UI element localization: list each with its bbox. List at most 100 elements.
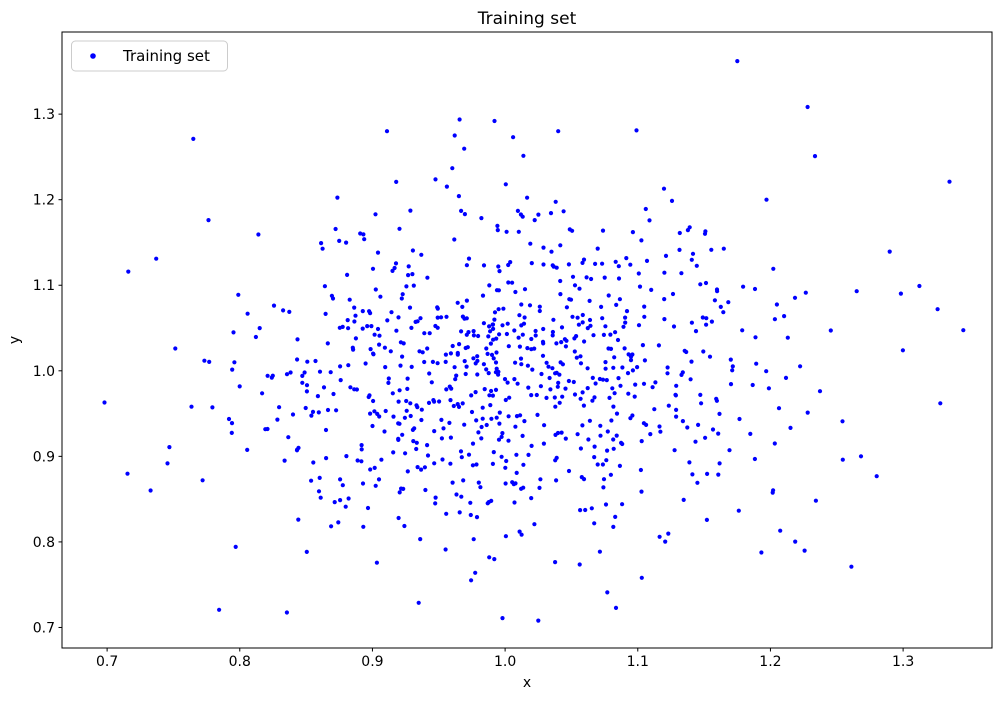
data-point [344,454,349,459]
data-point [538,384,544,389]
data-point [500,616,505,621]
data-point [325,407,331,413]
data-point [304,383,310,388]
data-point [408,413,413,419]
data-point [282,458,287,463]
data-point [329,524,334,529]
data-point [300,380,305,385]
data-point [418,316,423,321]
data-point [432,461,437,466]
data-point [517,344,523,349]
data-point [396,515,401,521]
data-point [699,401,704,406]
data-point [592,521,597,526]
data-point [443,547,448,552]
data-point [405,386,410,391]
data-point [375,326,381,332]
data-point [542,423,547,428]
data-point [600,377,606,382]
data-point [321,385,327,390]
data-point [544,360,549,365]
data-point [606,346,611,351]
data-point [616,376,621,381]
data-point [600,261,605,266]
data-point [401,341,406,346]
data-point [701,349,706,354]
data-point [587,317,593,323]
data-point [504,229,509,234]
data-point [703,435,708,440]
data-point [601,332,607,337]
data-point [518,413,523,418]
data-point [650,385,655,390]
data-point [772,441,777,446]
data-point [620,502,625,507]
data-point [567,297,572,302]
data-point [497,332,502,337]
data-point [515,381,520,386]
data-point [310,409,316,414]
data-point [488,329,493,334]
data-point [400,432,405,437]
data-point [858,454,864,459]
data-point [456,194,461,199]
data-point [325,341,330,346]
data-point [541,326,546,332]
data-point [553,371,558,376]
data-point [454,492,459,497]
data-point [558,360,563,365]
data-point [470,463,475,468]
data-point [476,480,481,485]
data-point [402,415,407,420]
data-point [435,305,440,310]
data-point [603,366,608,371]
data-point [318,495,323,500]
data-point [433,495,438,500]
data-point [452,237,457,242]
data-point [503,182,508,187]
data-point [601,477,607,482]
data-point [662,270,667,275]
data-point [464,263,469,268]
data-point [462,212,467,217]
data-point [377,333,382,338]
data-point [612,355,617,360]
data-point [167,445,172,450]
data-point [551,317,556,322]
data-point [935,307,940,312]
data-point [674,383,679,388]
data-point [689,257,694,262]
data-point [367,309,372,314]
data-point [322,284,327,289]
data-point [792,295,798,300]
data-point [360,326,365,331]
data-point [435,361,440,366]
data-point [673,393,679,398]
data-point [552,395,557,400]
data-point [702,231,708,236]
data-point [874,474,879,479]
data-point [559,340,564,345]
data-point [506,280,511,285]
data-point [461,478,466,483]
data-point [785,335,790,340]
data-point [529,336,534,342]
data-point [666,531,671,536]
data-point [485,351,490,356]
data-point [704,517,710,523]
data-point [389,310,394,315]
data-point [593,261,598,266]
data-point [459,494,464,499]
data-point [460,304,465,309]
data-point [338,477,343,482]
data-point [506,344,511,349]
data-point [548,387,553,392]
data-point [343,504,348,509]
data-point [685,228,691,233]
data-point [469,409,475,415]
data-point [574,355,579,360]
data-point [737,416,742,422]
data-point [191,136,196,141]
data-point [522,419,527,424]
data-point [414,446,419,452]
